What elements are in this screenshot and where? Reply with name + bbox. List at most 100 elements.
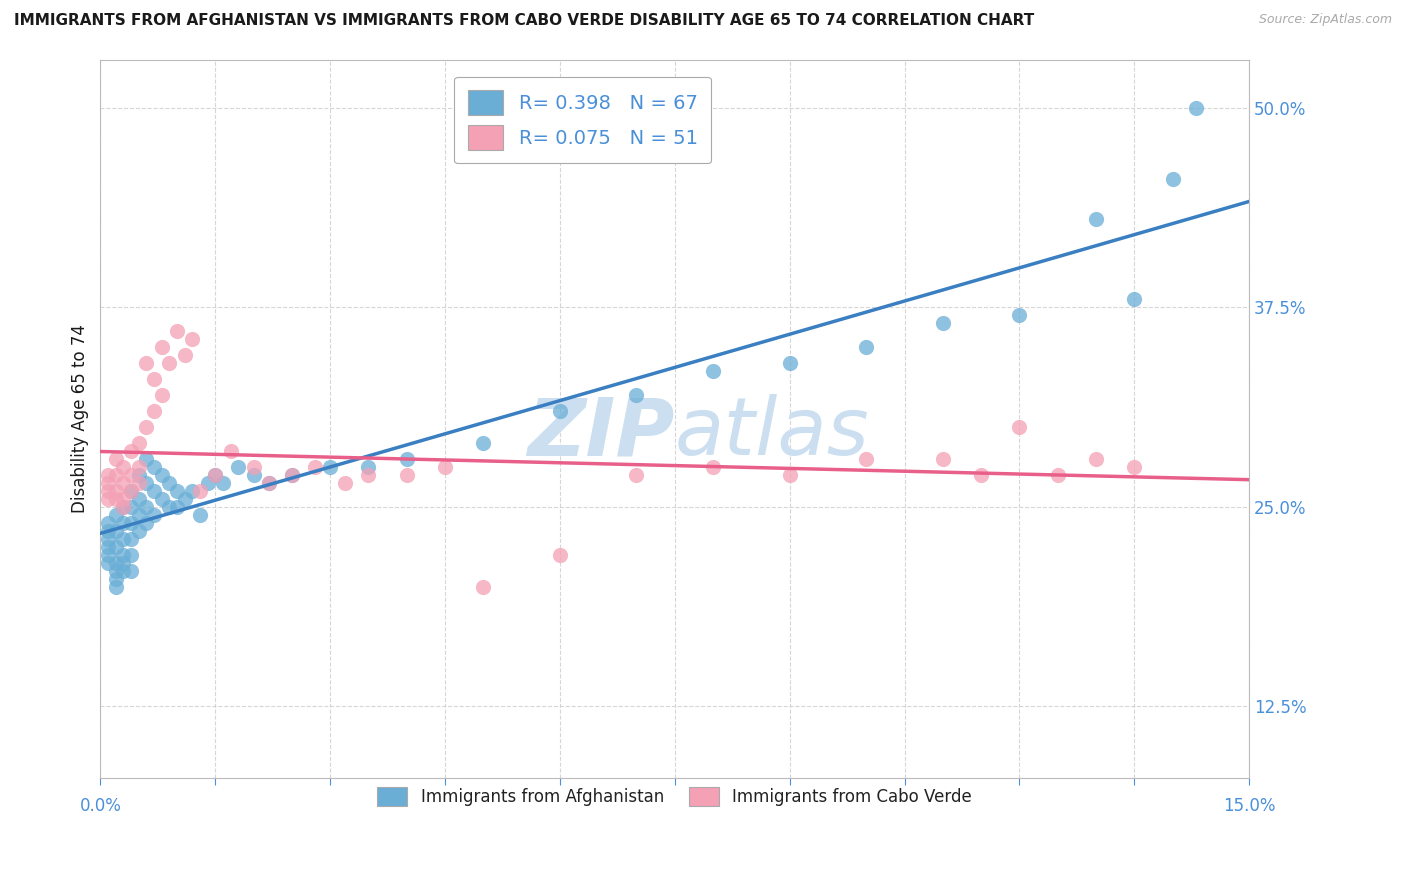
Point: [970, 467, 993, 482]
Point: [242, 459, 264, 474]
Point: [932, 316, 955, 330]
Point: [226, 459, 249, 474]
Point: [112, 564, 135, 578]
Point: [143, 483, 166, 498]
Point: [1085, 451, 1108, 466]
Point: [357, 467, 380, 482]
Text: ZIP: ZIP: [527, 394, 675, 472]
Point: [120, 500, 142, 514]
Text: 0.0%: 0.0%: [79, 797, 121, 815]
Point: [1123, 292, 1146, 306]
Point: [257, 475, 280, 490]
Point: [1008, 420, 1031, 434]
Point: [128, 459, 150, 474]
Point: [157, 500, 180, 514]
Point: [104, 467, 127, 482]
Point: [143, 404, 166, 418]
Point: [204, 467, 226, 482]
Point: [143, 508, 166, 522]
Y-axis label: Disability Age 65 to 74: Disability Age 65 to 74: [72, 325, 89, 514]
Point: [104, 508, 127, 522]
Point: [120, 548, 142, 562]
Point: [188, 483, 211, 498]
Point: [97, 467, 120, 482]
Point: [97, 524, 120, 538]
Point: [120, 564, 142, 578]
Point: [219, 443, 242, 458]
Point: [1085, 212, 1108, 227]
Point: [112, 532, 135, 546]
Point: [335, 475, 357, 490]
Point: [128, 524, 150, 538]
Point: [548, 548, 571, 562]
Point: [135, 420, 157, 434]
Point: [120, 443, 142, 458]
Point: [548, 404, 571, 418]
Point: [932, 451, 955, 466]
Point: [319, 459, 342, 474]
Point: [97, 483, 120, 498]
Point: [97, 540, 120, 554]
Point: [204, 467, 226, 482]
Point: [143, 459, 166, 474]
Point: [304, 459, 326, 474]
Point: [97, 548, 120, 562]
Point: [120, 483, 142, 498]
Text: Source: ZipAtlas.com: Source: ZipAtlas.com: [1258, 13, 1392, 27]
Point: [104, 524, 127, 538]
Point: [188, 508, 211, 522]
Point: [257, 475, 280, 490]
Point: [135, 500, 157, 514]
Point: [197, 475, 219, 490]
Point: [128, 508, 150, 522]
Point: [97, 516, 120, 530]
Point: [104, 580, 127, 594]
Point: [120, 516, 142, 530]
Point: [702, 364, 724, 378]
Point: [135, 356, 157, 370]
Point: [120, 467, 142, 482]
Point: [702, 459, 724, 474]
Legend: Immigrants from Afghanistan, Immigrants from Cabo Verde: Immigrants from Afghanistan, Immigrants …: [371, 780, 979, 813]
Point: [104, 491, 127, 506]
Point: [357, 459, 380, 474]
Point: [1008, 308, 1031, 322]
Point: [779, 356, 801, 370]
Text: atlas: atlas: [675, 394, 869, 472]
Point: [173, 491, 195, 506]
Point: [281, 467, 304, 482]
Point: [281, 467, 304, 482]
Point: [395, 467, 418, 482]
Point: [181, 483, 204, 498]
Point: [128, 475, 150, 490]
Text: IMMIGRANTS FROM AFGHANISTAN VS IMMIGRANTS FROM CABO VERDE DISABILITY AGE 65 TO 7: IMMIGRANTS FROM AFGHANISTAN VS IMMIGRANT…: [14, 13, 1035, 29]
Point: [626, 388, 648, 402]
Point: [128, 435, 150, 450]
Point: [135, 475, 157, 490]
Point: [104, 483, 127, 498]
Point: [104, 556, 127, 570]
Point: [112, 500, 135, 514]
Point: [120, 532, 142, 546]
Point: [855, 340, 877, 354]
Point: [166, 500, 188, 514]
Point: [472, 435, 495, 450]
Point: [433, 459, 456, 474]
Point: [150, 388, 173, 402]
Point: [472, 580, 495, 594]
Point: [97, 475, 120, 490]
Point: [242, 467, 264, 482]
Point: [150, 340, 173, 354]
Point: [112, 548, 135, 562]
Point: [112, 475, 135, 490]
Point: [212, 475, 235, 490]
Point: [779, 467, 801, 482]
Point: [135, 451, 157, 466]
Point: [181, 332, 204, 346]
Point: [112, 556, 135, 570]
Point: [97, 556, 120, 570]
Point: [143, 372, 166, 386]
Text: 15.0%: 15.0%: [1223, 797, 1275, 815]
Point: [112, 500, 135, 514]
Point: [104, 451, 127, 466]
